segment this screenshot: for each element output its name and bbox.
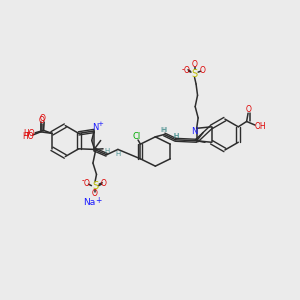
Text: H: H [104, 148, 109, 154]
Text: O: O [40, 114, 46, 123]
Text: O: O [246, 105, 252, 114]
Text: O: O [92, 190, 98, 199]
Text: H: H [173, 133, 179, 139]
Text: O: O [183, 66, 189, 75]
Text: O: O [101, 179, 107, 188]
Text: Cl: Cl [133, 132, 141, 141]
Text: -: - [81, 176, 84, 185]
Text: H: H [173, 133, 179, 139]
Text: +: + [95, 196, 101, 205]
Text: O: O [192, 60, 197, 69]
Text: O: O [83, 179, 89, 188]
Text: HO: HO [23, 130, 35, 139]
Text: S: S [92, 181, 98, 191]
Text: O: O [39, 116, 44, 125]
Text: HO: HO [22, 132, 34, 141]
Text: H: H [162, 127, 167, 133]
Text: N: N [191, 128, 197, 136]
Text: O: O [200, 66, 206, 75]
Text: Na: Na [83, 197, 96, 206]
Text: H: H [160, 127, 165, 133]
Text: S: S [191, 69, 198, 79]
Text: -: - [181, 65, 184, 74]
Text: H: H [115, 151, 121, 157]
Text: N: N [92, 123, 98, 132]
Text: +: + [98, 122, 103, 128]
Text: OH: OH [254, 122, 266, 131]
